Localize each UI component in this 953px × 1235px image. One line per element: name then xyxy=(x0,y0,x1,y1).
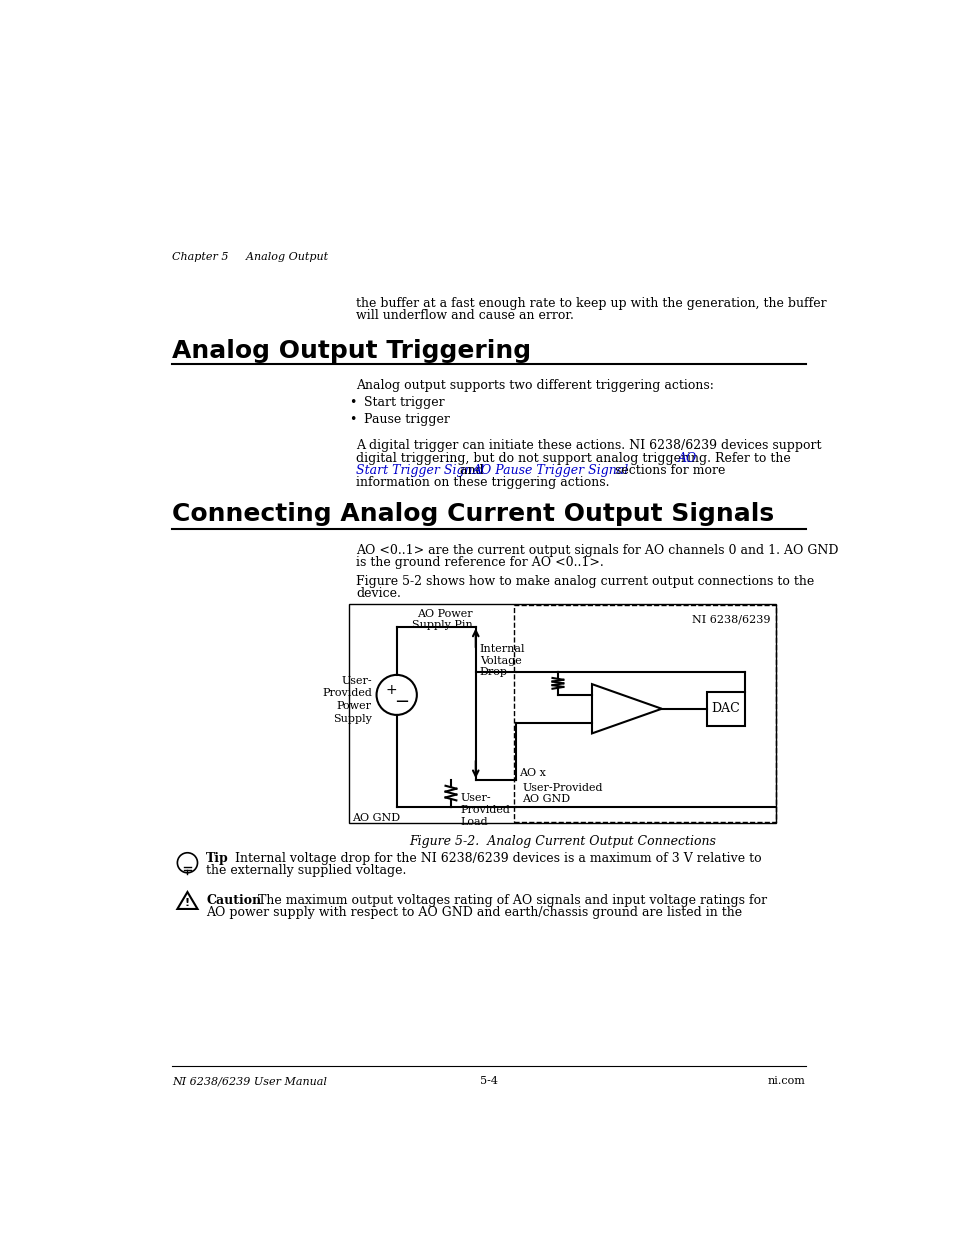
Text: 5-4: 5-4 xyxy=(479,1076,497,1086)
Text: digital triggering, but do not support analog triggering. Refer to the: digital triggering, but do not support a… xyxy=(356,452,794,464)
Text: AO Power
Supply Pin: AO Power Supply Pin xyxy=(412,609,472,630)
Text: Analog output supports two different triggering actions:: Analog output supports two different tri… xyxy=(356,379,714,393)
Text: the externally supplied voltage.: the externally supplied voltage. xyxy=(206,864,406,877)
Text: Figure 5-2.  Analog Current Output Connections: Figure 5-2. Analog Current Output Connec… xyxy=(409,835,716,848)
Text: device.: device. xyxy=(356,587,401,600)
Bar xyxy=(514,605,775,823)
Text: AO Pause Trigger Signal: AO Pause Trigger Signal xyxy=(472,464,628,477)
Text: NI 6238/6239: NI 6238/6239 xyxy=(691,615,769,625)
Text: the buffer at a fast enough rate to keep up with the generation, the buffer: the buffer at a fast enough rate to keep… xyxy=(356,296,826,310)
Text: will underflow and cause an error.: will underflow and cause an error. xyxy=(356,309,574,322)
Text: User-
Provided
Load: User- Provided Load xyxy=(459,793,510,826)
Text: sections for more: sections for more xyxy=(611,464,725,477)
Text: NI 6238/6239 User Manual: NI 6238/6239 User Manual xyxy=(172,1076,327,1086)
Text: Pause trigger: Pause trigger xyxy=(364,412,450,426)
Text: !: ! xyxy=(185,898,190,908)
Text: •: • xyxy=(348,396,355,409)
Text: AO GND: AO GND xyxy=(353,813,400,823)
Text: User-
Provided
Power
Supply: User- Provided Power Supply xyxy=(322,676,372,724)
Bar xyxy=(348,604,776,823)
Text: information on these triggering actions.: information on these triggering actions. xyxy=(356,477,609,489)
Text: Start trigger: Start trigger xyxy=(364,396,444,409)
Text: AO power supply with respect to AO GND and earth/chassis ground are listed in th: AO power supply with respect to AO GND a… xyxy=(206,906,741,919)
Text: A digital trigger can initiate these actions. NI 6238/6239 devices support: A digital trigger can initiate these act… xyxy=(356,440,821,452)
Text: AO <0..1> are the current output signals for AO channels 0 and 1. AO GND: AO <0..1> are the current output signals… xyxy=(356,543,838,557)
Text: ni.com: ni.com xyxy=(767,1076,805,1086)
Text: Caution: Caution xyxy=(206,894,261,906)
Text: is the ground reference for AO <0..1>.: is the ground reference for AO <0..1>. xyxy=(356,556,603,569)
Bar xyxy=(706,692,744,726)
Text: AO: AO xyxy=(678,452,697,464)
Text: Analog Output Triggering: Analog Output Triggering xyxy=(172,340,531,363)
Text: Start Trigger Signal: Start Trigger Signal xyxy=(356,464,484,477)
Text: Connecting Analog Current Output Signals: Connecting Analog Current Output Signals xyxy=(172,503,773,526)
Text: AO x: AO x xyxy=(518,768,545,778)
Text: +: + xyxy=(385,683,396,697)
Text: Chapter 5     Analog Output: Chapter 5 Analog Output xyxy=(172,252,328,262)
Text: Tip: Tip xyxy=(206,852,229,864)
Text: Internal voltage drop for the NI 6238/6239 devices is a maximum of 3 V relative : Internal voltage drop for the NI 6238/62… xyxy=(223,852,760,864)
Text: The maximum output voltages rating of AO signals and input voltage ratings for: The maximum output voltages rating of AO… xyxy=(246,894,766,906)
Text: User-Provided
AO GND: User-Provided AO GND xyxy=(521,783,602,804)
Text: Internal
Voltage
Drop: Internal Voltage Drop xyxy=(479,645,524,677)
Text: Figure 5-2 shows how to make analog current output connections to the: Figure 5-2 shows how to make analog curr… xyxy=(356,574,814,588)
Text: and: and xyxy=(456,464,487,477)
Text: DAC: DAC xyxy=(711,703,740,715)
Text: −: − xyxy=(395,693,409,711)
Text: •: • xyxy=(348,412,355,426)
